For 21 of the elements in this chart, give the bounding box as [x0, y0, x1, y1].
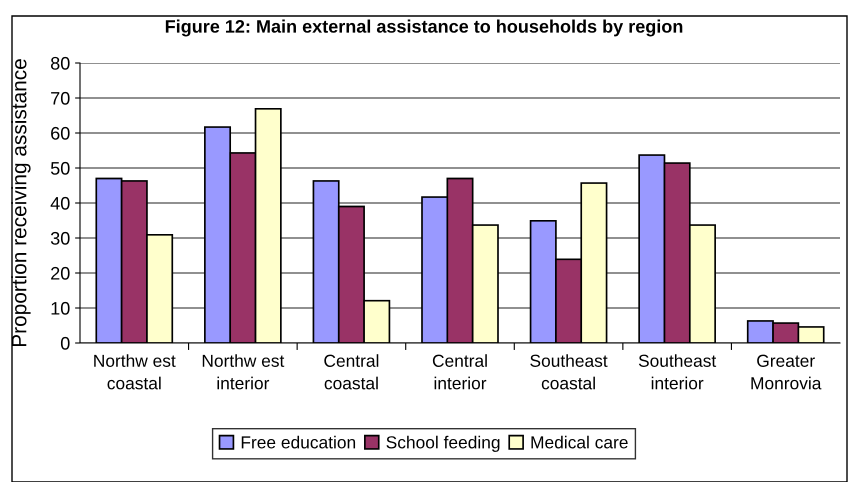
y-tick-label: 10 [52, 302, 70, 315]
y-tick-label: 0 [60, 336, 70, 350]
y-axis-title: Proportion receiving assistance [11, 59, 31, 346]
legend-label: Free education [242, 436, 356, 448]
y-tick-label: 40 [50, 196, 70, 210]
x-tick-label: Northw est interior [202, 354, 284, 390]
x-tick-label: Central interior [432, 354, 487, 390]
y-tick-label: 70 [51, 92, 70, 105]
y-tick-label: 50 [50, 162, 70, 175]
y-tick-label: 80 [50, 56, 70, 70]
x-tick-label: Greater Monrovia [751, 354, 822, 390]
x-tick-label: Central coastal [324, 354, 378, 390]
y-tick-label: 20 [51, 266, 70, 280]
x-tick-label: Southeast coastal [530, 354, 608, 390]
x-tick-label: Southeast interior [638, 354, 716, 390]
y-tick-label: 30 [50, 232, 70, 245]
x-tick-label: Northw est coastal [94, 354, 176, 390]
chart-title: Figure 12: Main external assistance to households by region [166, 20, 682, 36]
legend-label: School feeding [386, 436, 500, 452]
legend-label: Medical care [531, 436, 628, 448]
y-tick-label: 60 [51, 126, 70, 140]
